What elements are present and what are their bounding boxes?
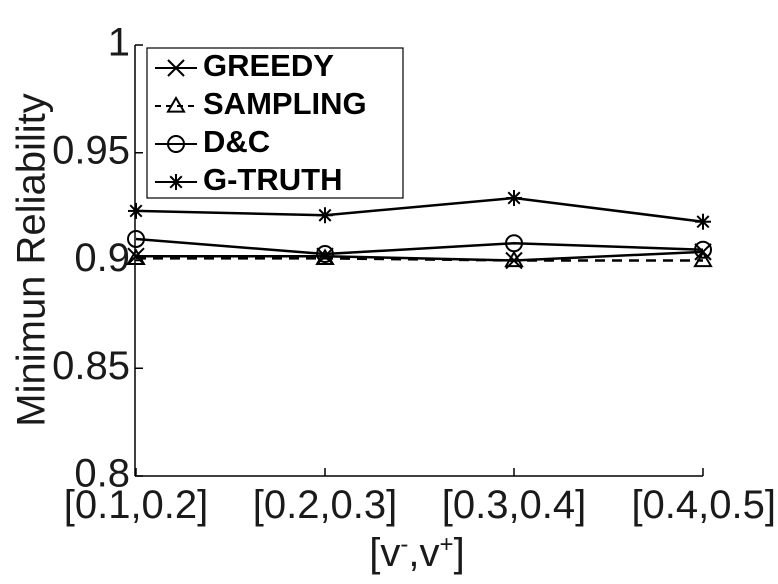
data-point-greedy <box>127 247 145 265</box>
legend-marker-d-c <box>167 135 185 153</box>
legend-label-g-truth: G-TRUTH <box>203 162 342 197</box>
x-tick-label: [0.4,0.5] <box>631 483 776 527</box>
data-point-sampling <box>126 248 146 265</box>
data-point-g-truth <box>317 207 333 224</box>
y-tick-label: 0.8 <box>74 452 130 496</box>
y-tick-label: 1 <box>108 21 130 65</box>
y-tick-label: 0.85 <box>52 344 130 388</box>
data-point-greedy <box>316 247 334 265</box>
data-point-g-truth <box>506 190 522 207</box>
y-tick-label: 0.9 <box>74 236 130 280</box>
legend-marker-g-truth <box>168 174 184 190</box>
x-tick-label: [0.3,0.4] <box>442 483 587 527</box>
y-ticks: 0.8 0.85 0.9 0.95 1 <box>52 21 143 496</box>
legend-marker-sampling <box>166 96 186 113</box>
series-line-d-c <box>135 237 704 256</box>
series-line-g-truth <box>135 196 704 223</box>
data-point-g-truth <box>128 202 144 219</box>
series-line-sampling <box>136 257 703 262</box>
data-point-d-c <box>694 240 712 259</box>
data-point-sampling <box>693 250 713 268</box>
data-point-d-c <box>127 229 145 248</box>
legend-label-sampling: SAMPLING <box>203 86 367 121</box>
series-line-greedy <box>136 250 704 262</box>
x-tick-label: [0.1,0.2] <box>64 483 209 527</box>
y-tick-label: 0.95 <box>52 128 130 172</box>
legend-marker-greedy <box>167 59 185 77</box>
legend-label-greedy: GREEDY <box>203 48 334 83</box>
x-axis-title: [v-,v+] <box>369 531 464 575</box>
legend-label-d-c: D&C <box>203 124 270 159</box>
data-point-sampling <box>315 248 335 265</box>
data-point-d-c <box>316 245 334 264</box>
series-layer <box>126 190 713 270</box>
data-point-d-c <box>505 234 523 253</box>
data-point-sampling <box>504 250 524 268</box>
x-tick-label: [0.2,0.3] <box>253 483 398 527</box>
y-axis-title: Minimun Reliability <box>10 93 54 426</box>
x-ticks: [0.1,0.2] [0.2,0.3] [0.3,0.4] [0.4,0.5] <box>64 468 776 527</box>
data-point-g-truth <box>695 213 711 230</box>
legend-box <box>146 47 404 199</box>
